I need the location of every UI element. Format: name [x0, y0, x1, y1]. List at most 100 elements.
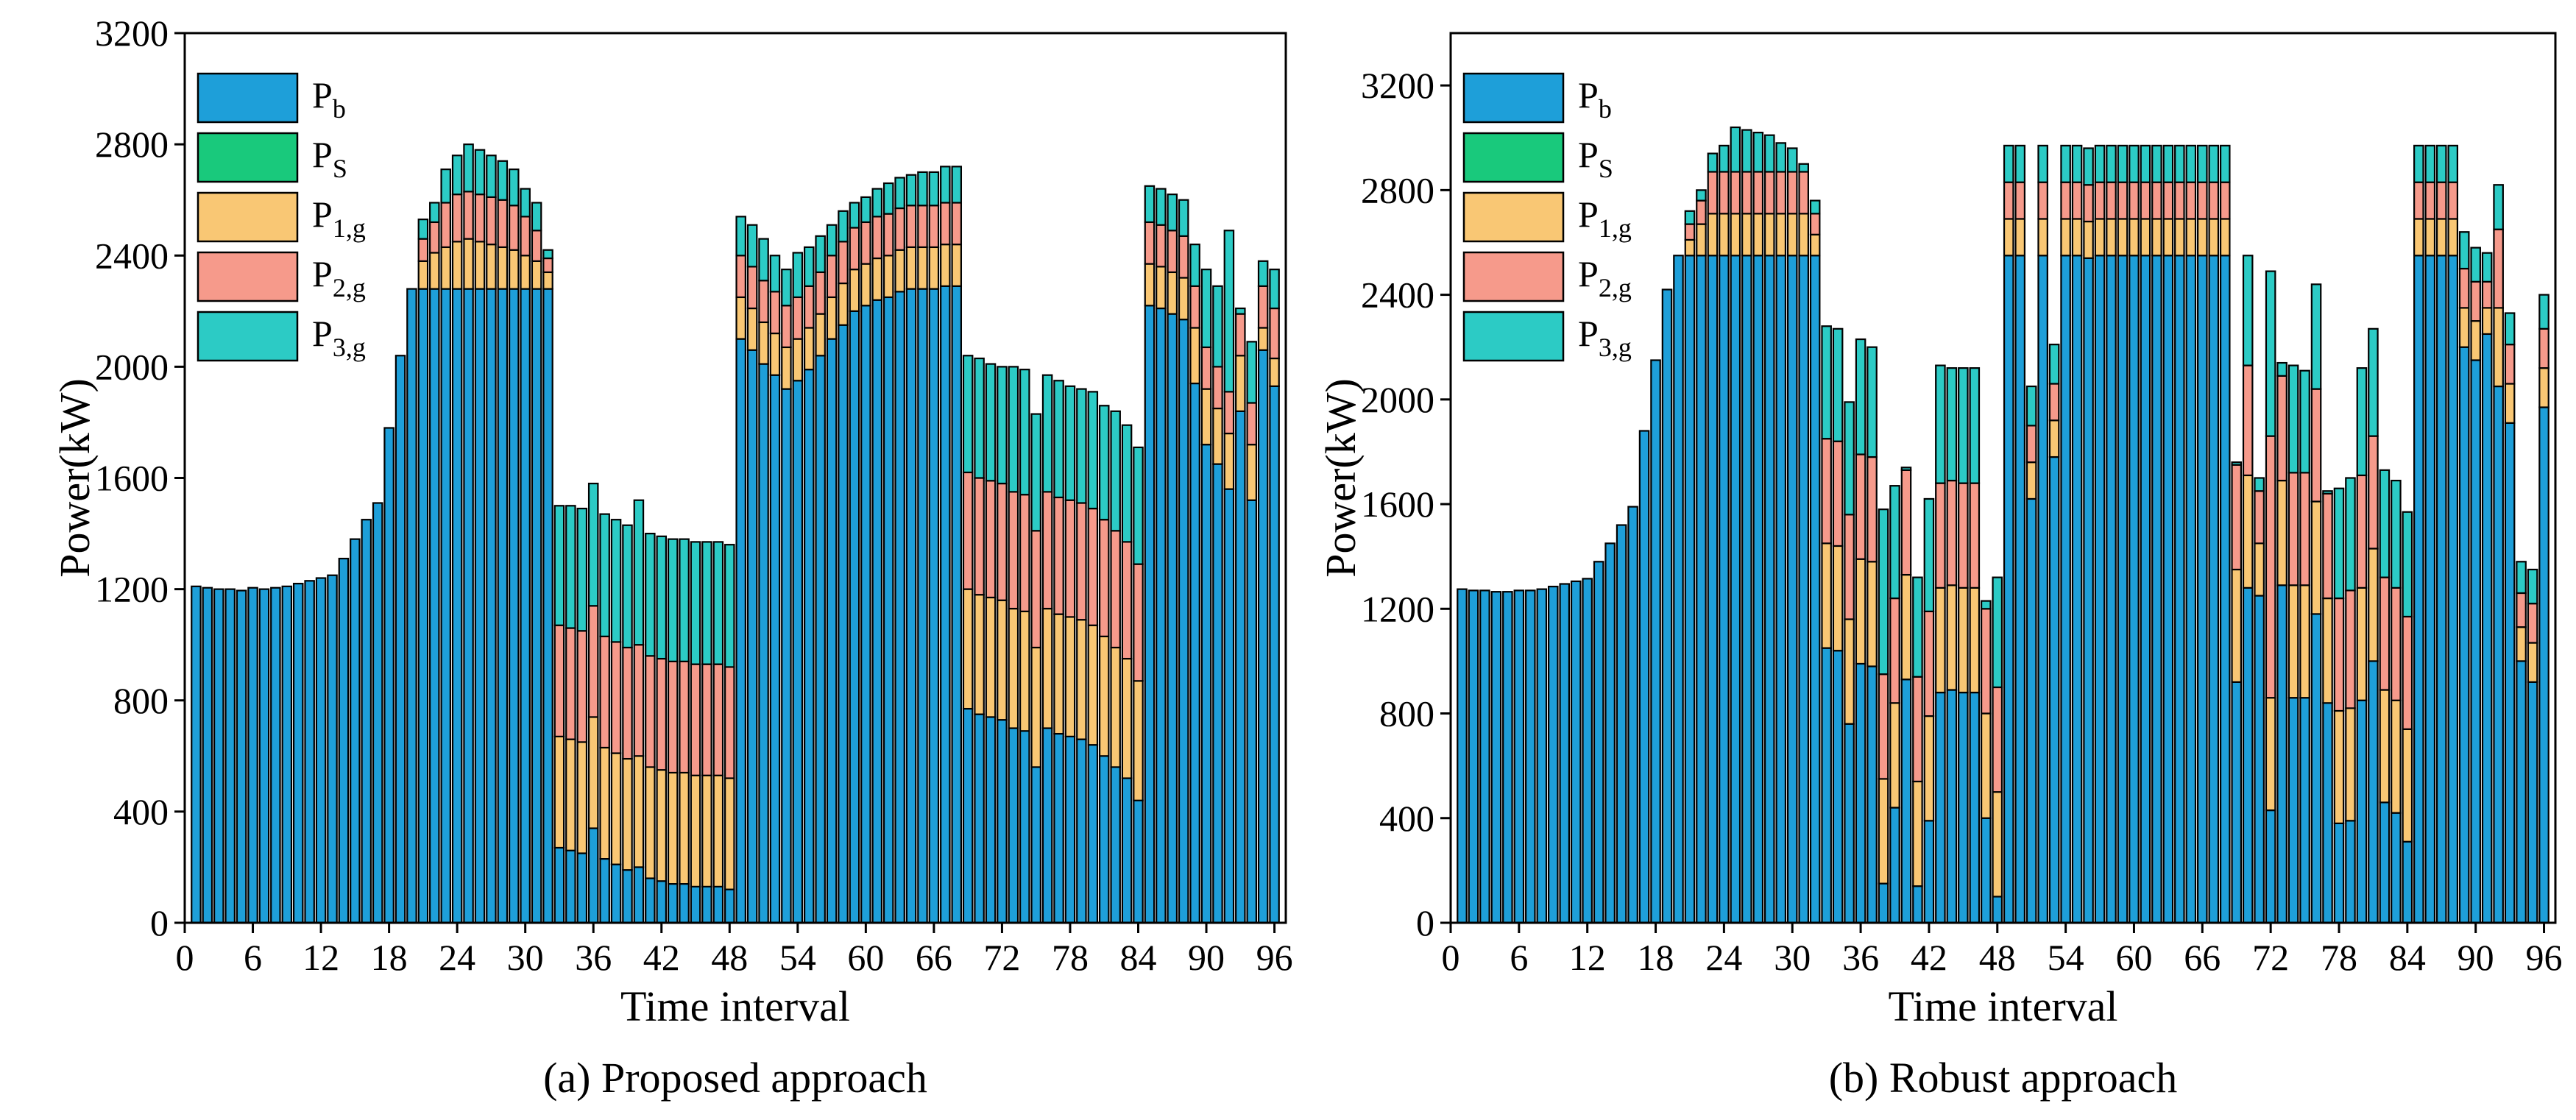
bar-segment	[304, 580, 315, 924]
bar-segment	[2083, 147, 2094, 186]
bar-segment	[542, 257, 553, 274]
bar-segment	[2094, 144, 2106, 183]
bar-segment	[2470, 247, 2481, 283]
bar-segment	[576, 741, 588, 854]
bar-segment	[2083, 257, 2094, 924]
bar-segment	[1696, 255, 1707, 924]
bar-segment	[1189, 382, 1200, 924]
bar-segment	[1866, 456, 1878, 563]
bar-segment	[2402, 728, 2413, 843]
bar-segment	[1008, 727, 1019, 924]
bar-segment	[1798, 255, 1809, 924]
bar-segment	[1707, 152, 1719, 173]
bar-segment	[417, 260, 429, 290]
bar-segment	[1536, 588, 1548, 924]
bar-segment	[429, 202, 440, 224]
bar-segment	[1041, 607, 1053, 729]
bar-segment	[474, 288, 486, 924]
bar-segment	[1889, 807, 1900, 924]
bar-segment	[2356, 474, 2368, 589]
bar-segment	[1076, 738, 1087, 924]
bar-segment	[1019, 610, 1030, 732]
bar-segment	[2527, 681, 2538, 924]
bar-segment	[997, 599, 1008, 721]
bar-segment	[905, 174, 917, 207]
bar-segment	[1212, 407, 1223, 465]
bar-segment	[781, 388, 792, 924]
bar-segment	[2231, 464, 2243, 571]
bar-segment	[2504, 422, 2516, 924]
bar-segment	[2106, 218, 2117, 257]
y-tick-label: 1600	[1361, 483, 1434, 525]
bar-segment	[838, 324, 849, 924]
bar-segment	[2129, 181, 2140, 220]
bar-segment	[997, 482, 1008, 601]
bar-segment	[1730, 126, 1741, 173]
bar-segment	[758, 321, 769, 365]
bar-segment	[1223, 230, 1235, 393]
bar-segment	[2516, 660, 2527, 924]
bar-segment	[1969, 482, 1981, 589]
bar-segment	[792, 338, 804, 382]
x-tick-label: 42	[1911, 937, 1947, 978]
bar-segment	[1144, 221, 1156, 265]
bar-segment	[565, 738, 576, 851]
bar-segment	[1223, 432, 1235, 490]
bar-segment	[1133, 680, 1144, 801]
bar-segment	[1889, 597, 1900, 704]
bar-segment	[1719, 213, 1730, 257]
bar-segment	[2254, 595, 2265, 924]
y-axis-label: Power(kW)	[51, 378, 99, 578]
legend-swatch	[1462, 132, 1565, 183]
bar-segment	[2447, 144, 2459, 183]
bar-segment	[656, 657, 668, 771]
bar-segment	[1786, 255, 1798, 924]
bar-segment	[2151, 181, 2162, 220]
bar-segment	[962, 588, 974, 710]
y-tick-label: 2800	[1361, 169, 1434, 210]
x-tick-label: 60	[2115, 937, 2152, 978]
y-tick-label: 3200	[95, 13, 169, 54]
bar-segment	[2402, 615, 2413, 730]
bar-segment	[974, 477, 985, 596]
bar-segment	[486, 288, 497, 924]
bar-segment	[962, 471, 974, 590]
bar-segment	[2379, 801, 2391, 924]
bar-segment	[542, 271, 553, 290]
bar-segment	[2025, 385, 2037, 427]
bar-segment	[1821, 542, 1832, 649]
bar-segment	[474, 241, 486, 290]
bar-segment	[2003, 144, 2014, 183]
x-tick-label: 84	[2389, 937, 2426, 978]
bar-segment	[2516, 592, 2527, 628]
bar-segment	[940, 166, 951, 204]
bar-segment	[315, 577, 327, 924]
bar-segment	[2117, 255, 2129, 924]
bar-segment	[1257, 327, 1269, 351]
bar-segment	[2287, 364, 2299, 474]
bar-segment	[1809, 255, 1821, 924]
bar-segment	[2424, 218, 2436, 257]
bar-segment	[1178, 319, 1189, 924]
bar-segment	[1832, 440, 1844, 547]
bar-segment	[576, 630, 588, 743]
bar-segment	[1468, 589, 1479, 924]
bar-segment	[712, 885, 724, 924]
bar-segment	[2276, 361, 2287, 377]
bar-segment	[224, 588, 236, 924]
bar-segment	[1707, 171, 1719, 215]
legend-label: P2,g	[1578, 253, 1632, 302]
bar-segment	[917, 171, 928, 207]
bar-segment	[701, 663, 712, 776]
bar-segment	[610, 752, 622, 865]
bar-segment	[1167, 271, 1178, 315]
bar-segment	[781, 346, 792, 390]
bar-segment	[746, 307, 758, 351]
chart-caption: (b) Robust approach	[1829, 1054, 2178, 1102]
bar-segment	[1752, 132, 1764, 173]
bar-segment	[508, 288, 520, 924]
bar-segment	[997, 719, 1008, 924]
bar-segment	[610, 641, 622, 754]
bar-segment	[1144, 185, 1156, 224]
x-tick-label: 12	[302, 937, 339, 978]
